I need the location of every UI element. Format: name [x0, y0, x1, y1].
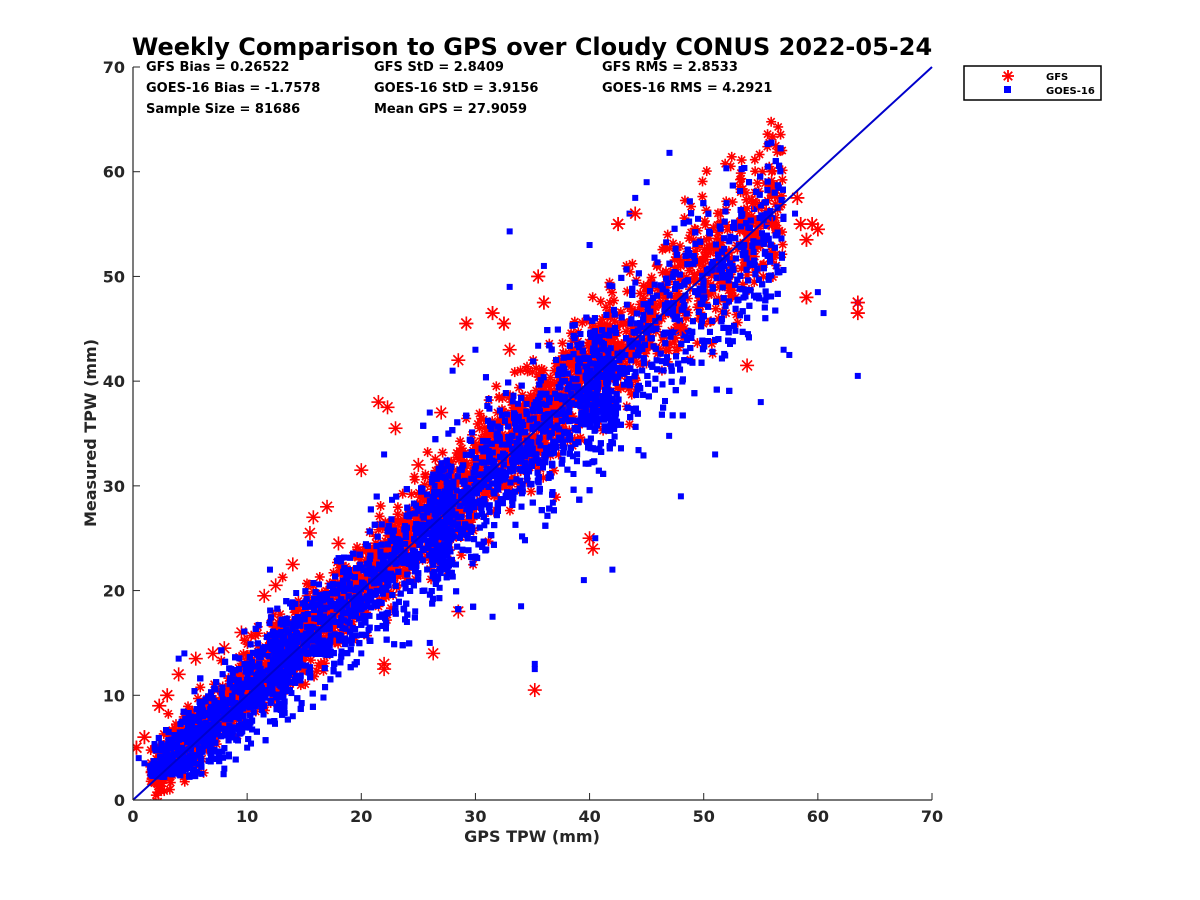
- goes16-point: [663, 239, 670, 246]
- gfs-point: [474, 408, 485, 419]
- gfs-point: [699, 216, 710, 227]
- goes16-point: [632, 279, 639, 286]
- gfs-point: [420, 469, 431, 480]
- goes16-point: [666, 432, 673, 439]
- goes16-point: [549, 499, 556, 506]
- gfs-point: [775, 129, 786, 140]
- gfs-point: [153, 787, 164, 798]
- gfs-point: [455, 436, 466, 447]
- goes16-point: [514, 400, 521, 407]
- gfs-point: [684, 233, 695, 244]
- stat-label: GFS RMS = 2.8533: [602, 60, 738, 75]
- gfs-point: [451, 353, 466, 368]
- gfs-point: [494, 392, 505, 403]
- gfs-point: [430, 454, 441, 465]
- gfs-point: [380, 400, 395, 415]
- gfs-point: [536, 363, 547, 374]
- chart-title: Weekly Comparison to GPS over Cloudy CON…: [132, 33, 932, 61]
- gfs-point: [557, 338, 568, 349]
- gfs-point: [740, 358, 755, 373]
- gfs-point: [195, 682, 206, 693]
- gfs-point: [302, 525, 317, 540]
- gfs-point: [409, 474, 420, 485]
- goes16-point: [764, 163, 771, 170]
- gfs-point: [154, 796, 163, 800]
- gfs-point: [526, 486, 537, 497]
- gfs-point: [179, 776, 190, 787]
- gfs-point: [754, 149, 765, 160]
- gfs-point: [411, 457, 426, 472]
- gfs-point: [701, 166, 712, 177]
- gfs-point: [268, 578, 283, 593]
- gfs-point: [646, 272, 657, 283]
- gfs-point: [163, 708, 174, 719]
- gfs-point: [736, 155, 747, 166]
- gfs-point: [434, 405, 449, 420]
- gfs-point: [766, 116, 777, 127]
- gfs-point: [437, 447, 448, 458]
- gfs-point: [375, 501, 386, 512]
- gfs-point: [697, 191, 708, 202]
- goes16-point: [623, 301, 630, 308]
- gfs-point: [171, 667, 186, 682]
- gfs-point: [752, 177, 763, 188]
- stat-label: GOES-16 RMS = 4.2921: [602, 81, 772, 96]
- gfs-point: [697, 176, 708, 187]
- gfs-point: [595, 296, 606, 307]
- gfs-point: [306, 510, 321, 525]
- gfs-point: [426, 646, 441, 661]
- gfs-point: [388, 421, 403, 436]
- goes16-point: [293, 590, 300, 597]
- gfs-point: [527, 683, 542, 698]
- gfs-point: [377, 656, 392, 671]
- stat-label: Sample Size = 81686: [146, 102, 300, 117]
- gfs-point: [393, 516, 404, 527]
- gfs-point: [585, 541, 600, 556]
- gfs-point: [662, 229, 673, 240]
- data-points: [133, 116, 865, 800]
- gfs-point: [320, 499, 335, 514]
- goes16-point: [723, 165, 730, 172]
- gfs-point: [354, 463, 369, 478]
- goes16-point: [316, 581, 323, 588]
- stat-label: Mean GPS = 27.9059: [374, 102, 527, 117]
- goes16-point: [509, 398, 516, 405]
- gfs-point: [257, 588, 272, 603]
- gfs-point: [374, 511, 385, 522]
- gfs-point: [502, 342, 517, 357]
- gfs-point: [285, 557, 300, 572]
- statistics-block: GFS Bias = 0.26522 GFS StD = 2.8409 GFS RM…: [146, 60, 772, 117]
- goes16-point: [412, 608, 419, 615]
- stat-label: GOES-16 Bias = -1.7578: [146, 81, 320, 96]
- goes16-point: [535, 342, 542, 349]
- stat-label: GFS Bias = 0.26522: [146, 60, 289, 75]
- stat-label: GFS StD = 2.8409: [374, 60, 504, 75]
- gfs-point: [422, 447, 433, 458]
- gfs-point: [705, 247, 716, 258]
- gfs-point: [726, 151, 737, 162]
- gfs-point: [773, 121, 784, 132]
- stat-label: GOES-16 StD = 3.9156: [374, 81, 538, 96]
- gfs-point: [188, 651, 203, 666]
- gfs-point: [331, 536, 346, 551]
- goes16-point: [628, 357, 635, 364]
- gfs-point: [618, 319, 629, 330]
- gfs-point: [608, 295, 619, 306]
- gfs-point: [545, 377, 556, 388]
- gfs-point: [491, 381, 502, 392]
